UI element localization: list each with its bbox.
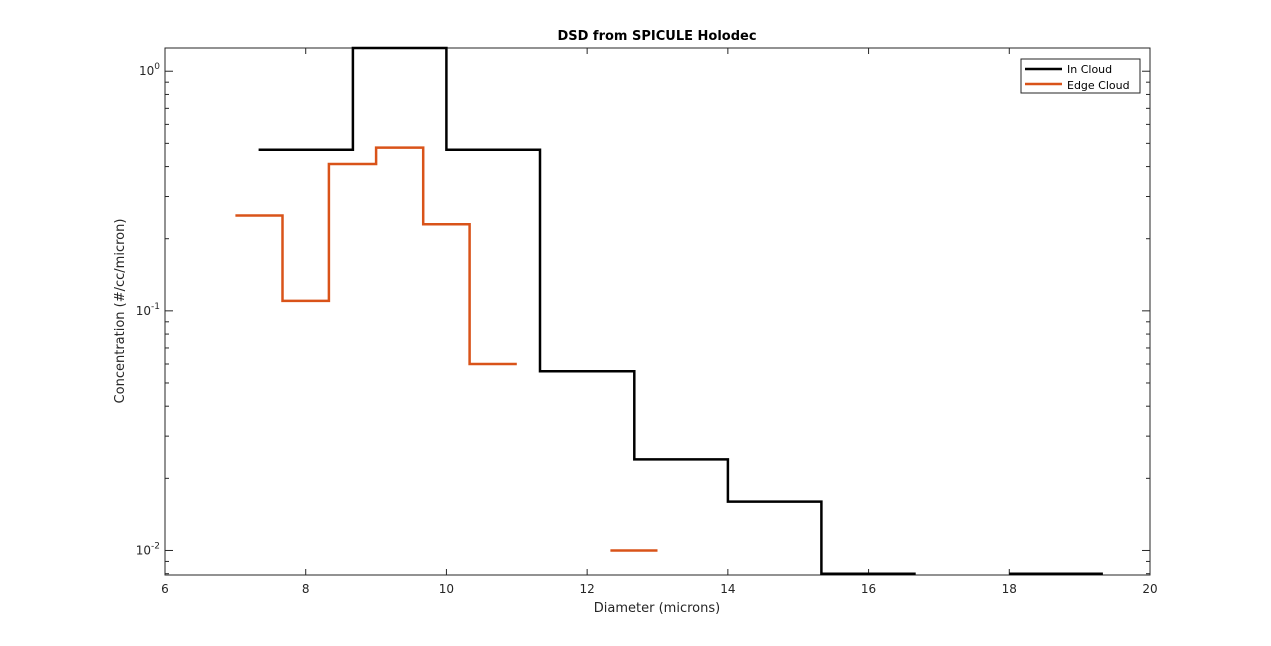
series-in-cloud-line [258, 46, 916, 575]
legend-box [1020, 58, 1141, 94]
legend-label-edge-cloud: Edge Cloud [1067, 79, 1130, 92]
x-tick-label: 14 [720, 582, 735, 596]
plot-area [164, 47, 1151, 576]
x-tick-label: 10 [439, 582, 454, 596]
legend: In Cloud Edge Cloud [1020, 58, 1141, 94]
series-layer [235, 46, 1103, 575]
chart-title: DSD from SPICULE Holodec [557, 29, 756, 44]
y-tick-label: 10-1 [136, 302, 160, 318]
x-tick-label: 6 [161, 582, 169, 596]
x-axis-label: Diameter (microns) [594, 601, 720, 616]
series-edge-cloud-line [235, 146, 517, 366]
x-tick-label: 20 [1142, 582, 1157, 596]
tick-labels: 6 8 10 12 14 16 18 20 10-2 10-1 100 [136, 62, 1158, 596]
x-tick-label: 18 [1002, 582, 1017, 596]
x-tick-label: 12 [580, 582, 595, 596]
x-tick-label: 8 [302, 582, 310, 596]
x-tick-label: 16 [861, 582, 876, 596]
legend-label-in-cloud: In Cloud [1067, 63, 1112, 76]
y-tick-label: 100 [139, 62, 160, 78]
y-tick-label: 10-2 [136, 541, 160, 557]
y-axis-label: Concentration (#/cc/micron) [113, 219, 128, 404]
